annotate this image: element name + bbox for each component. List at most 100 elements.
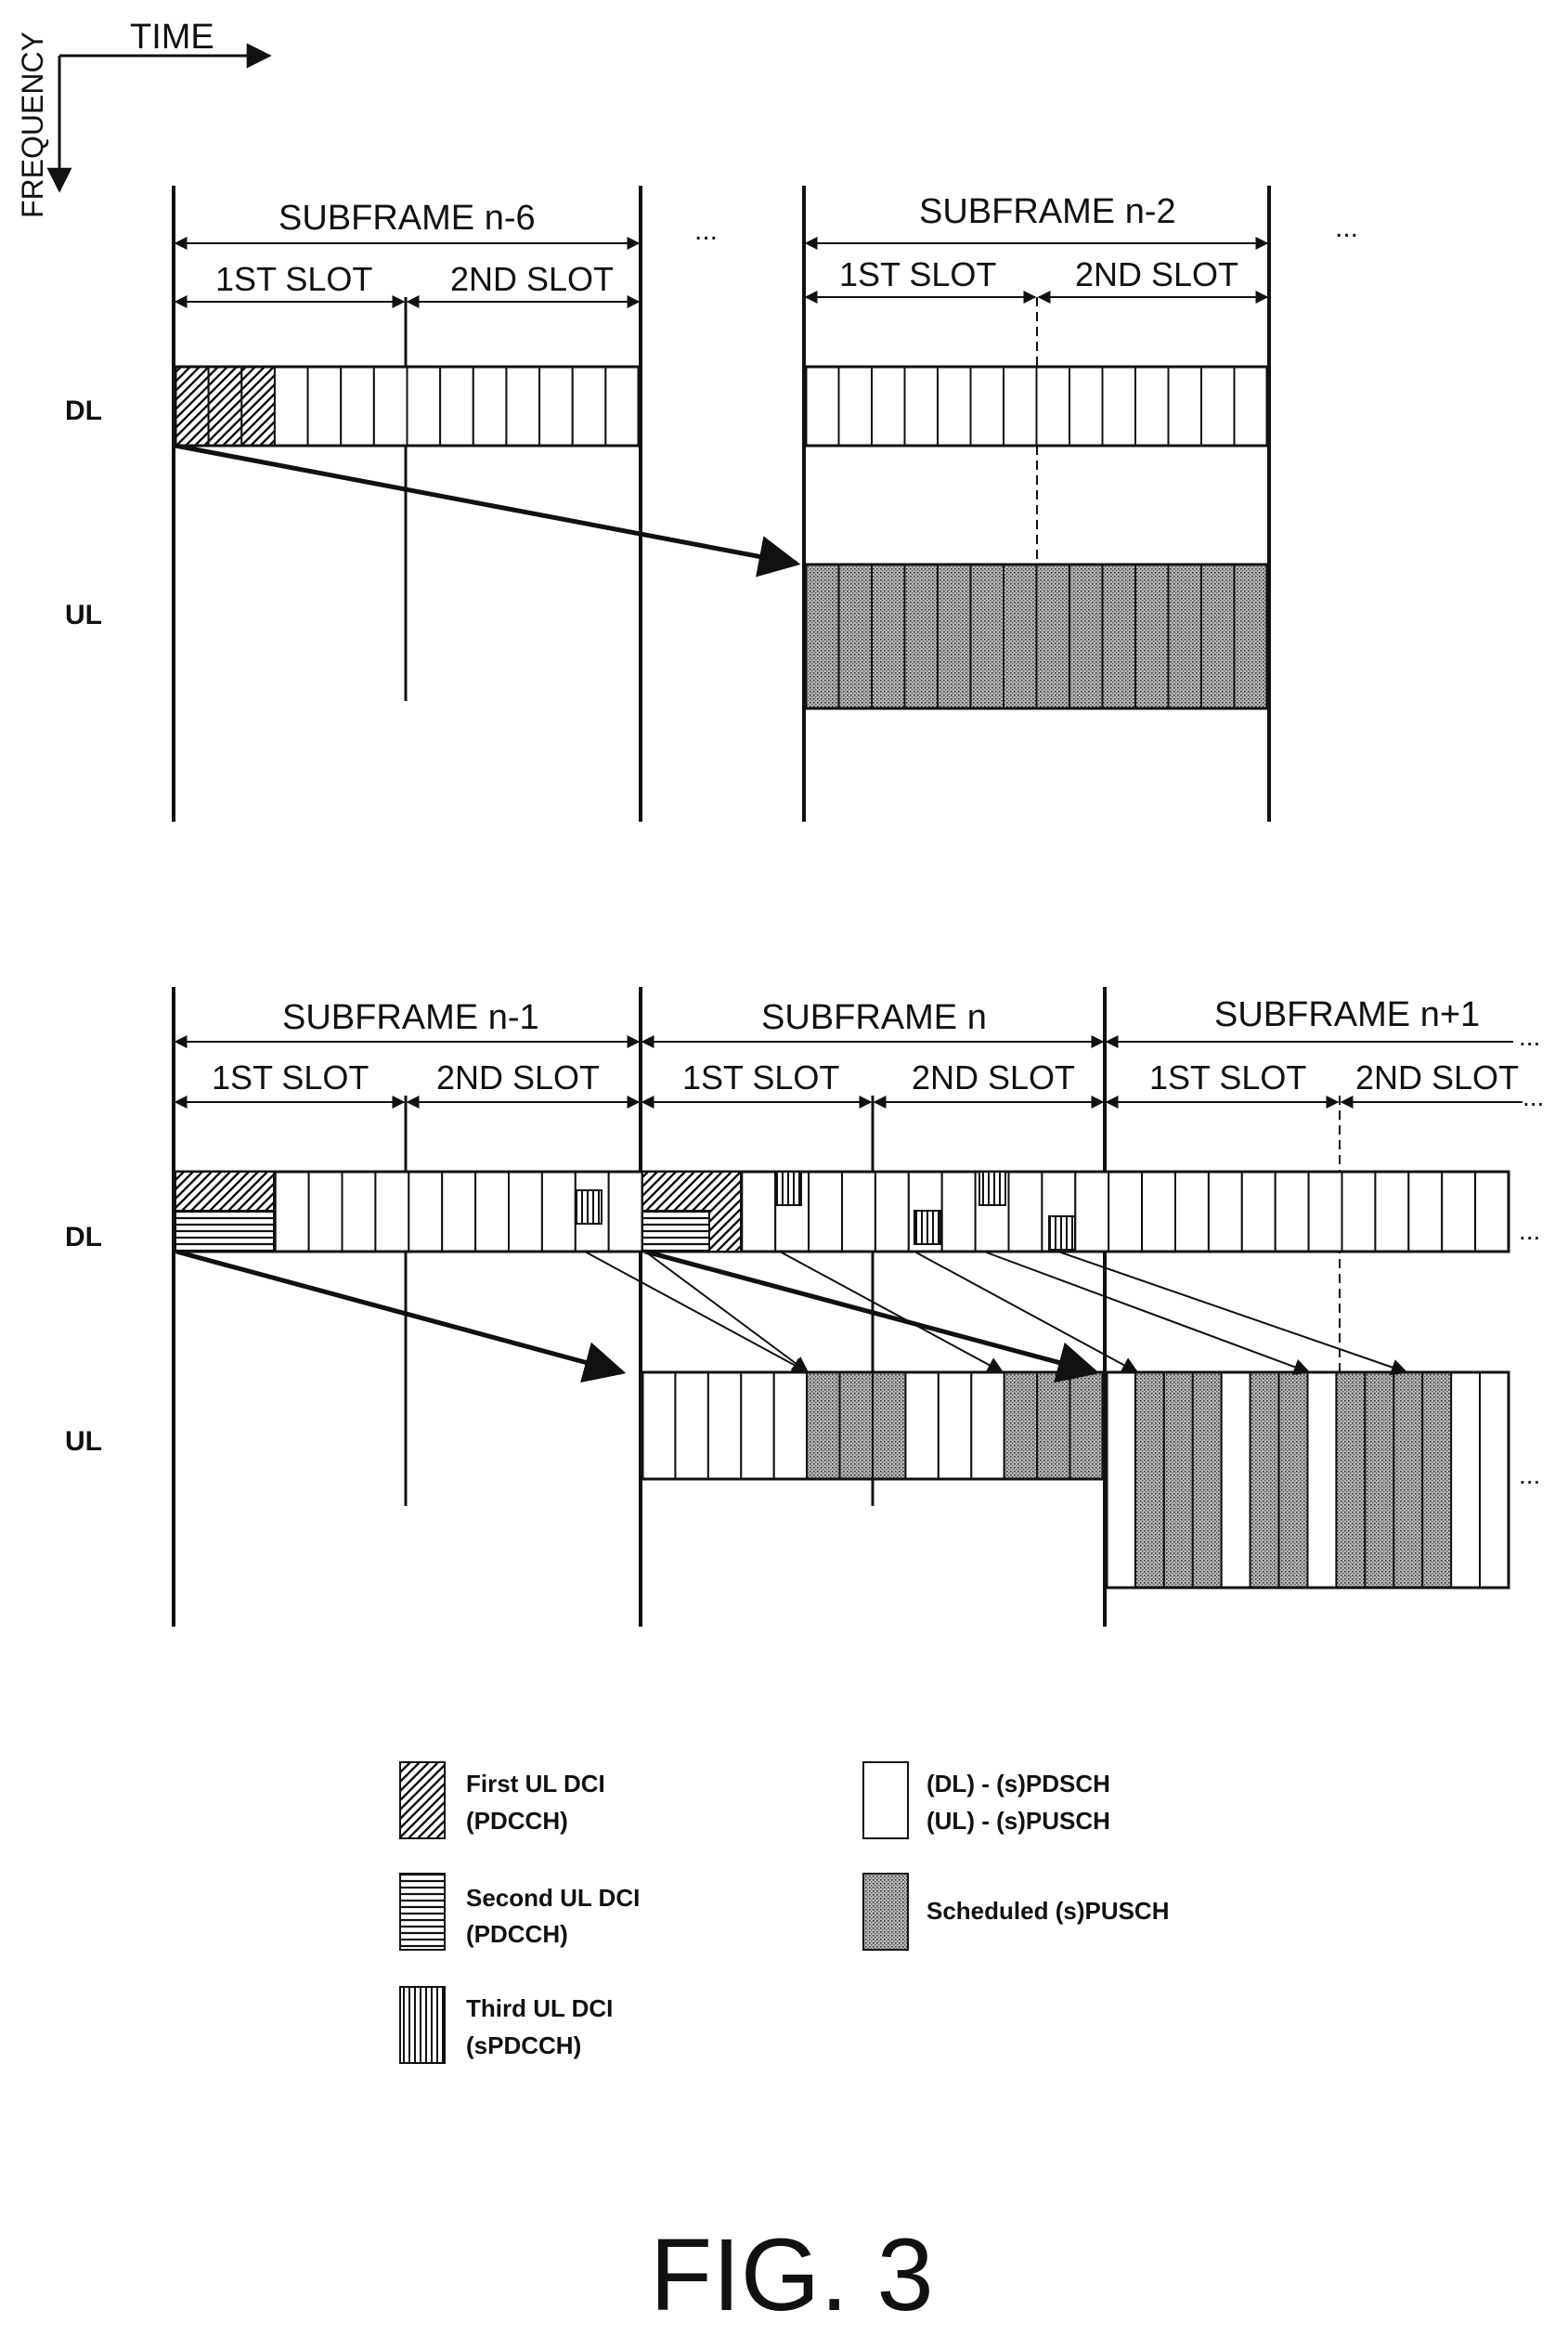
slot-label: 1ST SLOT bbox=[1149, 1058, 1306, 1097]
legend-text: Second UL DCI bbox=[466, 1884, 640, 1912]
symbol-cell bbox=[1342, 1172, 1376, 1252]
symbol-cell bbox=[1069, 565, 1103, 708]
symbol-cell bbox=[1375, 1172, 1408, 1252]
first-ul-dci-region bbox=[175, 1172, 274, 1211]
symbol-cell bbox=[1309, 1172, 1342, 1252]
slot-label: 2ND SLOT bbox=[912, 1058, 1075, 1097]
third-ul-dci-region bbox=[576, 1190, 602, 1224]
symbol-cell bbox=[1164, 1372, 1193, 1588]
symbol-cell bbox=[209, 367, 242, 446]
bottom-dl-row bbox=[175, 1172, 1509, 1252]
symbol-cell bbox=[374, 367, 408, 446]
symbol-cell bbox=[308, 367, 342, 446]
symbol-cell bbox=[939, 1372, 971, 1479]
symbol-cell bbox=[309, 1172, 343, 1252]
symbol-cell bbox=[1175, 1172, 1209, 1252]
symbol-cell bbox=[1142, 1172, 1175, 1252]
symbol-cell bbox=[842, 1172, 875, 1252]
symbol-cell bbox=[1365, 1372, 1393, 1588]
legend-swatch-first-ul-dci bbox=[400, 1762, 445, 1838]
symbol-cell bbox=[1004, 1372, 1037, 1479]
symbol-cell bbox=[1193, 1372, 1222, 1588]
ellipsis: ... bbox=[1523, 1083, 1544, 1111]
symbol-cell bbox=[1135, 1372, 1164, 1588]
subframe-label: SUBFRAME n+1 bbox=[1214, 995, 1480, 1034]
schedule-arrow bbox=[780, 1252, 1003, 1372]
slot-label: 1ST SLOT bbox=[212, 1058, 369, 1097]
symbol-cell bbox=[1108, 1172, 1142, 1252]
ellipsis: ... bbox=[1519, 1460, 1540, 1489]
schedule-arrow bbox=[175, 446, 797, 564]
symbol-cell bbox=[1004, 367, 1037, 446]
legend: First UL DCI (PDCCH) Second UL DCI (PDCC… bbox=[400, 1762, 1170, 2063]
legend-swatch-third-ul-dci bbox=[400, 1987, 445, 2063]
symbol-cell bbox=[506, 367, 539, 446]
legend-text: Third UL DCI bbox=[466, 1994, 613, 2022]
symbol-cell bbox=[573, 367, 606, 446]
bottom-diagram: SUBFRAME n-1 SUBFRAME n SUBFRAME n+1 1ST… bbox=[65, 987, 1544, 1627]
subframe-label: SUBFRAME n bbox=[761, 998, 987, 1037]
symbol-cell bbox=[1103, 565, 1136, 708]
legend-text: (PDCCH) bbox=[466, 1920, 568, 1948]
ul-row-label: UL bbox=[65, 600, 102, 630]
time-axis-label: TIME bbox=[130, 18, 214, 57]
schedule-arrow bbox=[645, 1252, 1095, 1372]
schedule-arrow bbox=[1058, 1252, 1406, 1372]
slot-label: 1ST SLOT bbox=[682, 1058, 839, 1097]
symbol-cell bbox=[1235, 565, 1268, 708]
symbol-cell bbox=[840, 1372, 873, 1479]
symbol-cell bbox=[708, 1372, 741, 1479]
symbol-cell bbox=[1393, 1372, 1422, 1588]
symbol-cell bbox=[542, 1172, 576, 1252]
symbol-cell bbox=[642, 1372, 675, 1479]
top-dl-subframe-n-6 bbox=[175, 367, 639, 446]
symbol-cell bbox=[1037, 367, 1070, 446]
symbol-cell bbox=[905, 565, 939, 708]
symbol-cell bbox=[509, 1172, 542, 1252]
slot-label: 2ND SLOT bbox=[1075, 255, 1238, 293]
symbol-cell bbox=[605, 367, 639, 446]
legend-text: (sPDCCH) bbox=[466, 2031, 581, 2059]
top-ul-subframe-n-2 bbox=[806, 565, 1267, 708]
symbol-cell bbox=[1037, 565, 1070, 708]
symbol-cell bbox=[872, 565, 905, 708]
symbol-cell bbox=[1004, 565, 1037, 708]
symbol-cell bbox=[1422, 1372, 1451, 1588]
schedule-arrow bbox=[176, 1252, 622, 1372]
symbol-cell bbox=[1222, 1372, 1251, 1588]
symbol-cell bbox=[905, 367, 939, 446]
symbol-cell bbox=[1069, 367, 1103, 446]
dl-row-label: DL bbox=[65, 1222, 102, 1252]
symbol-cell bbox=[809, 1172, 842, 1252]
ellipsis: ... bbox=[694, 215, 718, 246]
third-ul-dci-region bbox=[1049, 1216, 1075, 1250]
symbol-cell bbox=[440, 367, 473, 446]
legend-text: (PDCCH) bbox=[466, 1807, 568, 1835]
subframe-label: SUBFRAME n-1 bbox=[282, 998, 539, 1037]
symbol-cell bbox=[1201, 367, 1235, 446]
slot-label: 2ND SLOT bbox=[450, 260, 614, 298]
symbol-cell bbox=[442, 1172, 475, 1252]
symbol-cell bbox=[241, 367, 275, 446]
symbol-cell bbox=[1169, 565, 1202, 708]
symbol-cell bbox=[938, 367, 971, 446]
subframe-label: SUBFRAME n-2 bbox=[919, 192, 1176, 231]
symbol-cell bbox=[343, 1172, 376, 1252]
symbol-cell bbox=[609, 1172, 642, 1252]
symbol-cell bbox=[1475, 1172, 1509, 1252]
symbol-cell bbox=[1209, 1172, 1242, 1252]
slot-label: 1ST SLOT bbox=[215, 260, 372, 298]
legend-swatch-second-ul-dci bbox=[400, 1874, 445, 1950]
legend-swatch-data-channel bbox=[863, 1762, 908, 1838]
symbol-cell bbox=[806, 367, 839, 446]
symbol-cell bbox=[942, 1172, 976, 1252]
slot-label: 2ND SLOT bbox=[436, 1058, 600, 1097]
subframe-label: SUBFRAME n-6 bbox=[279, 199, 536, 238]
ellipsis: ... bbox=[1519, 1022, 1540, 1051]
slot-label: 2ND SLOT bbox=[1355, 1058, 1519, 1097]
axes-indicator: TIME FREQUENCY bbox=[16, 18, 269, 218]
legend-text: (UL) - (s)PUSCH bbox=[927, 1807, 1110, 1835]
legend-text: Scheduled (s)PUSCH bbox=[927, 1897, 1170, 1925]
schedule-arrows bbox=[176, 1252, 1406, 1372]
